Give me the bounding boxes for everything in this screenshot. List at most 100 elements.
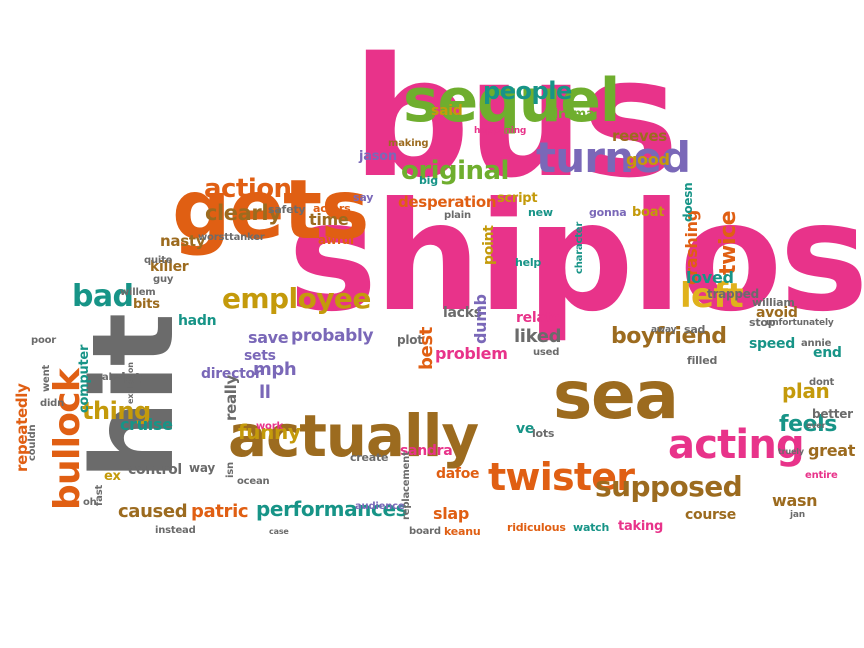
- word-plot: plot: [397, 332, 423, 347]
- word-hadn: hadn: [178, 313, 217, 330]
- word-bits: bits: [133, 296, 160, 312]
- word-annie: annie: [801, 338, 832, 350]
- word-taking: taking: [618, 518, 664, 534]
- word-dumb: dumb: [471, 294, 490, 344]
- word-ocean: ocean: [237, 476, 270, 488]
- word-safety: safety: [268, 203, 306, 217]
- word-board: board: [409, 526, 441, 538]
- word-entire: entire: [805, 470, 838, 482]
- word-clearly: clearly: [205, 200, 282, 225]
- word-patric: patric: [191, 500, 249, 522]
- word-killer: killer: [150, 259, 189, 276]
- word-course: course: [685, 507, 736, 524]
- word-away: away: [651, 324, 677, 335]
- word-didn: didn: [40, 398, 65, 410]
- word-supposed: supposed: [595, 470, 743, 504]
- word-relate: relate: [516, 310, 562, 327]
- word-ridiculous: ridiculous: [507, 521, 566, 535]
- word-audience: audience: [355, 501, 405, 513]
- word-actors: actors: [313, 202, 351, 216]
- word-stop: stop: [749, 316, 776, 330]
- word-gets: gets: [172, 163, 369, 259]
- word-sea: sea: [553, 356, 679, 434]
- word-employee: employee: [222, 282, 371, 316]
- word-cruise: cruise: [120, 414, 173, 434]
- word-poor: poor: [31, 335, 57, 347]
- word-william: william: [752, 296, 795, 310]
- word-twice: twice: [716, 210, 741, 275]
- word-said: said: [431, 103, 463, 120]
- word-thing: thing: [82, 397, 151, 426]
- word-good: good: [626, 149, 670, 169]
- word-sequel: sequel: [403, 66, 620, 137]
- word-alex: alex: [102, 372, 125, 384]
- word-lots: lots: [532, 427, 555, 441]
- word-bad: bad: [72, 278, 134, 314]
- word-director: director: [201, 366, 262, 383]
- word-control: control: [128, 462, 182, 479]
- word-awful: awful: [318, 232, 354, 247]
- word-making: making: [388, 138, 429, 150]
- word-dafoe: dafoe: [436, 466, 480, 483]
- word-couldn: couldn: [27, 424, 38, 461]
- word-create: create: [350, 451, 389, 465]
- word-mph: mph: [253, 358, 297, 380]
- word-work: work: [256, 421, 283, 433]
- word-boat: boat: [632, 204, 665, 220]
- word-desperation: desperation: [398, 193, 497, 212]
- word-save: save: [248, 327, 289, 347]
- word-character: character: [574, 221, 585, 274]
- word-reeves: reeves: [612, 127, 667, 146]
- word-wasn: wasn: [772, 490, 818, 510]
- word-jason: jason: [359, 148, 397, 164]
- word-point: point: [481, 225, 497, 265]
- word-left: left: [680, 276, 744, 317]
- word-shiplost: shiplost: [288, 171, 864, 345]
- word-nasty: nasty: [160, 232, 206, 251]
- word-watch: watch: [573, 521, 610, 535]
- word-twister: twister: [488, 455, 635, 500]
- word-funny: funny: [238, 420, 301, 445]
- word-sad: sad: [684, 323, 706, 337]
- word-willem: willem: [120, 287, 156, 299]
- word-ve: ve: [516, 421, 535, 438]
- word-case: case: [269, 526, 289, 536]
- word-used: used: [533, 347, 560, 359]
- word-people: people: [483, 77, 572, 106]
- word-sets: sets: [244, 348, 276, 365]
- word-say: say: [353, 191, 374, 205]
- word-original: original: [401, 155, 509, 186]
- word-ex: ex: [104, 468, 121, 484]
- word-probably: probably: [291, 325, 374, 346]
- word-computer: computer: [77, 344, 92, 413]
- word-acting: acting: [668, 421, 805, 468]
- word-ever: ever: [806, 420, 826, 430]
- word-replacement: replacement: [401, 451, 412, 520]
- word-loved: loved: [686, 267, 734, 287]
- word-big: big: [419, 174, 438, 188]
- word-dont: dont: [809, 377, 835, 389]
- word-help: help: [515, 256, 542, 270]
- word-really: really: [222, 375, 240, 421]
- word-new: new: [528, 206, 553, 220]
- word-instead: instead: [155, 525, 196, 537]
- word-keanu: keanu: [444, 525, 481, 539]
- word-oh: oh: [83, 497, 97, 509]
- word-script: script: [497, 190, 538, 206]
- word-time: time: [309, 209, 349, 229]
- word-doesn: doesn: [681, 182, 695, 222]
- word-actually: actually: [228, 401, 479, 470]
- word-plain: plain: [444, 210, 471, 222]
- word-drama: drama: [549, 106, 595, 122]
- word-truely: truely: [778, 446, 804, 456]
- word-feels: feels: [779, 411, 837, 437]
- word-avoid: avoid: [756, 305, 798, 322]
- word-ll: ll: [259, 381, 271, 403]
- word-plan: plan: [782, 379, 830, 404]
- word-explosion: explosion: [126, 362, 135, 404]
- word-happening: happening: [474, 125, 527, 136]
- word-bus: bus: [352, 22, 679, 215]
- word-filled: filled: [687, 354, 718, 368]
- word-worst: worst: [198, 232, 229, 244]
- word-speed: speed: [749, 336, 795, 353]
